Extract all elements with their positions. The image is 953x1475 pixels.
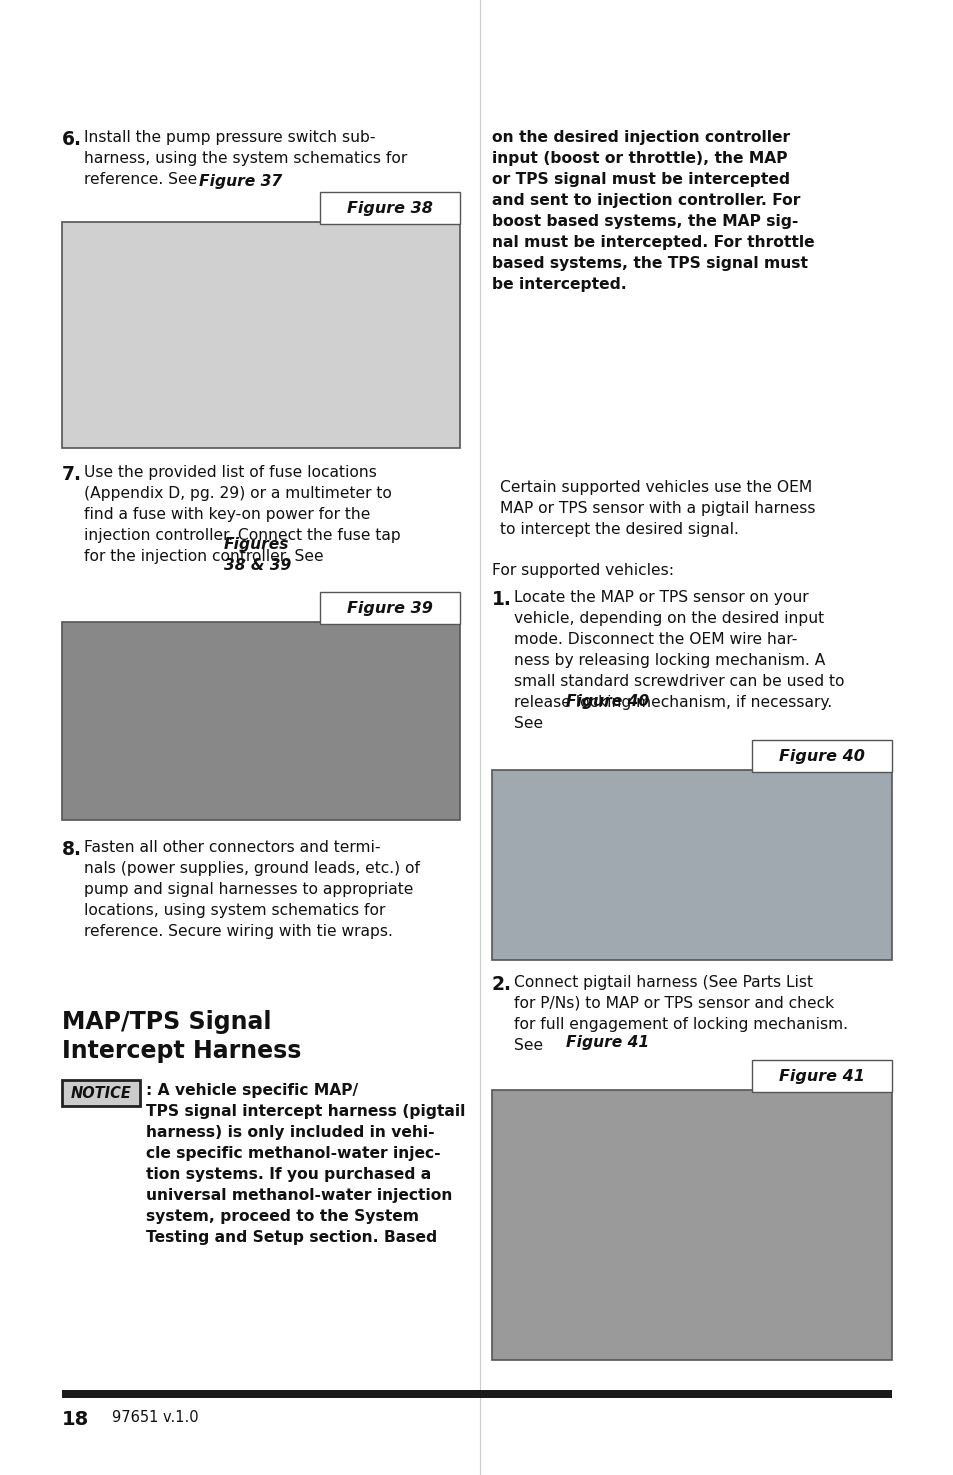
Text: Certain supported vehicles use the OEM
MAP or TPS sensor with a pigtail harness
: Certain supported vehicles use the OEM M… [499,479,815,537]
Text: MAP/TPS Signal
Intercept Harness: MAP/TPS Signal Intercept Harness [62,1010,301,1063]
Bar [751,1061,891,1092]
Text: Use the provided list of fuse locations
(Appendix D, pg. 29) or a multimeter to
: Use the provided list of fuse locations … [84,465,400,563]
Text: NOTICE: NOTICE [71,1086,132,1100]
Text: : A vehicle specific MAP/
TPS signal intercept harness (pigtail
harness) is only: : A vehicle specific MAP/ TPS signal int… [146,1083,465,1245]
Bar [62,622,459,820]
Text: Figure 40: Figure 40 [779,748,864,764]
Text: Figure 38: Figure 38 [347,201,433,215]
Bar [492,1090,891,1360]
Text: 18: 18 [62,1410,90,1429]
Bar [751,740,891,771]
Text: For supported vehicles:: For supported vehicles: [492,563,673,578]
Text: 8.: 8. [62,839,82,858]
Text: Connect pigtail harness (See Parts List
for P/Ns) to MAP or TPS sensor and check: Connect pigtail harness (See Parts List … [514,975,847,1053]
Text: 2.: 2. [492,975,512,994]
Bar [62,223,459,448]
Text: Figure 40: Figure 40 [565,695,648,709]
Text: 1.: 1. [492,590,512,609]
Text: Figure 37: Figure 37 [199,174,282,189]
Text: Fasten all other connectors and termi-
nals (power supplies, ground leads, etc.): Fasten all other connectors and termi- n… [84,839,419,940]
Bar [319,192,459,224]
Text: 7.: 7. [62,465,82,484]
Text: on the desired injection controller
input (boost or throttle), the MAP
or TPS si: on the desired injection controller inpu… [492,130,814,292]
Text: 97651 v.1.0: 97651 v.1.0 [112,1410,198,1425]
Bar [62,1389,891,1398]
Text: Figure 41: Figure 41 [565,1035,648,1050]
Text: Figure 39: Figure 39 [347,600,433,615]
Bar [492,770,891,960]
Bar [319,591,459,624]
Text: 6.: 6. [62,130,82,149]
Text: Locate the MAP or TPS sensor on your
vehicle, depending on the desired input
mod: Locate the MAP or TPS sensor on your veh… [514,590,843,732]
Text: Figure 41: Figure 41 [779,1068,864,1084]
Text: Figures
38 & 39: Figures 38 & 39 [224,537,291,572]
Text: Install the pump pressure switch sub-
harness, using the system schematics for
r: Install the pump pressure switch sub- ha… [84,130,407,187]
Bar [62,1080,140,1106]
